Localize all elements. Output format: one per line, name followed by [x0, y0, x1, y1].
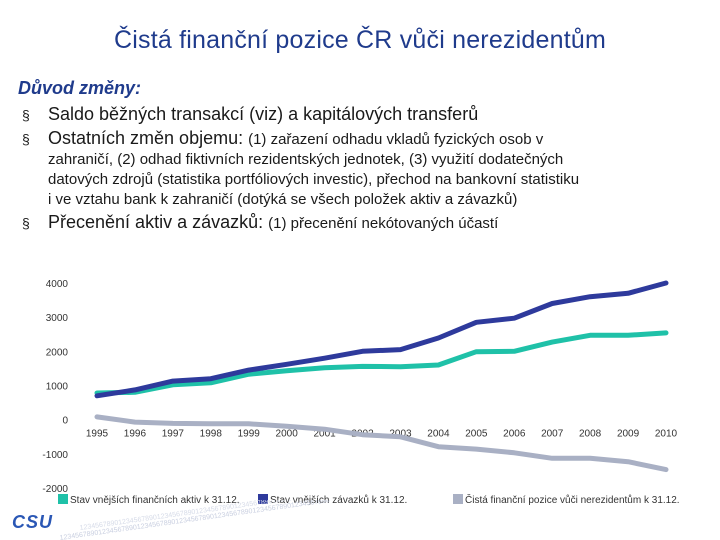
bullet-lead: Ostatních změn objemu: — [48, 127, 249, 148]
x-tick-label: 1998 — [200, 429, 223, 440]
bullet-continuation: zahraničí, (2) odhad fiktivních rezident… — [48, 150, 564, 168]
bullet-item: § Přecenění aktiv a závazků: (1) přeceněn… — [18, 211, 708, 233]
text-content: Důvod změny: § Saldo běžných transakcí (v… — [18, 78, 708, 236]
reason-heading: Důvod změny: — [18, 78, 142, 98]
watermark: 1234567890123456789012345678901234567890… — [60, 500, 660, 540]
y-tick-label: 2000 — [46, 347, 69, 358]
legend-swatch — [258, 494, 268, 504]
bullet-lead: Přecenění aktiv a závazků: — [48, 211, 269, 232]
x-tick-label: 2003 — [389, 429, 412, 440]
slide-title: Čistá finanční pozice ČR vůči nerezident… — [114, 26, 606, 54]
x-tick-label: 1999 — [238, 429, 261, 440]
x-tick-label: 1995 — [86, 429, 109, 440]
y-tick-label: 4000 — [46, 279, 69, 290]
legend-item: Čistá finanční pozice vůči nerezidentům … — [453, 494, 680, 506]
bullet-lead: Saldo běžných transakcí (viz) a kapitálo… — [48, 104, 479, 124]
chart-legend: Stav vnějších finančních aktiv k 31.12. S… — [58, 494, 718, 508]
bullet-item: § Saldo běžných transakcí (viz) a kapitál… — [18, 104, 708, 125]
csu-logo: CSU — [12, 512, 54, 532]
bullet-item: § Ostatních změn objemu: (1) zařazení odh… — [18, 127, 708, 209]
x-tick-label: 2005 — [465, 429, 488, 440]
x-tick-label: 2007 — [541, 429, 564, 440]
y-tick-label: -2000 — [42, 484, 68, 495]
bullet-marker: § — [22, 107, 30, 123]
bullet-marker: § — [22, 130, 30, 147]
chart: 4000 3000 2000 1000 0 -1000 -2000 1995 1996 1997 1… — [42, 279, 678, 495]
x-tick-label: 2009 — [617, 429, 640, 440]
bullet-detail: (1) zařazení odhadu vkladů fyzických oso… — [248, 130, 544, 148]
legend-swatch — [453, 494, 463, 504]
y-tick-label: 1000 — [46, 382, 69, 393]
legend-swatch — [58, 494, 68, 504]
x-tick-label: 1996 — [124, 429, 147, 440]
x-tick-label: 2004 — [427, 429, 450, 440]
bullet-continuation: datových zdrojů (statistika portfóliovýc… — [48, 170, 580, 188]
series-line-3 — [94, 414, 669, 473]
x-tick-label: 1997 — [162, 429, 185, 440]
legend-label: Čistá finanční pozice vůči nerezidentům … — [465, 495, 680, 506]
bullet-list: § Saldo běžných transakcí (viz) a kapitál… — [18, 104, 708, 233]
y-tick-label: -1000 — [42, 450, 68, 461]
y-tick-label: 3000 — [46, 313, 69, 324]
x-tick-label: 2008 — [579, 429, 602, 440]
legend-item: Stav vnějších závazků k 31.12. — [258, 494, 407, 506]
legend-item: Stav vnějších finančních aktiv k 31.12. — [58, 494, 240, 506]
series-line-2 — [94, 280, 669, 399]
y-tick-label: 0 — [62, 416, 68, 427]
x-tick-label: 2006 — [503, 429, 526, 440]
legend-label: Stav vnějších finančních aktiv k 31.12. — [70, 495, 240, 506]
bullet-continuation: i ve vztahu bank k zahraničí (dotýká se … — [48, 190, 518, 208]
bullet-detail: (1) přecenění nekótovaných účastí — [268, 214, 499, 232]
series-line-1 — [94, 330, 669, 396]
legend-label: Stav vnějších závazků k 31.12. — [270, 495, 408, 506]
x-tick-label: 2000 — [276, 429, 299, 440]
x-tick-label: 2001 — [313, 429, 336, 440]
svg-text:123456789012345678901234567890: 1234567890123456789012345678901234567890… — [60, 500, 330, 540]
bullet-marker: § — [22, 214, 30, 231]
x-tick-label: 2010 — [655, 429, 678, 440]
